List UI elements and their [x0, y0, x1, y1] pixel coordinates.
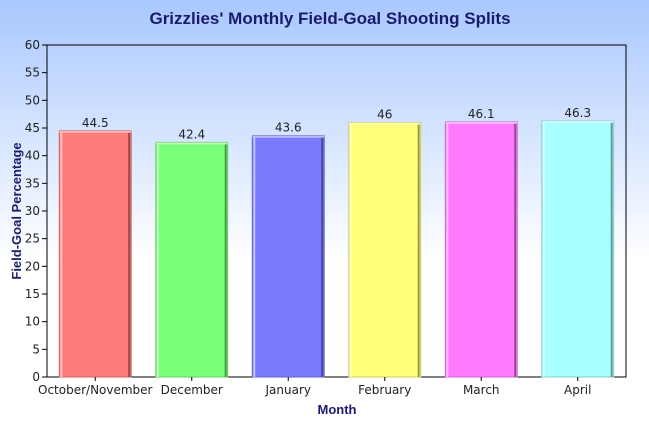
- y-axis-title: Field-Goal Percentage: [9, 142, 24, 279]
- bar-3: 43.6: [251, 121, 325, 378]
- bar-value-label: 46.3: [564, 106, 591, 120]
- x-tick-label: January: [265, 383, 312, 397]
- y-tick-label: 40: [25, 149, 40, 163]
- bars-group: 44.5 42.4 43.6 46 46.1 46.3: [58, 106, 615, 378]
- bar-value-label: 43.6: [275, 121, 302, 135]
- bar-rect: [155, 141, 229, 378]
- y-tick-label: 55: [25, 66, 40, 80]
- bar-rect: [541, 120, 615, 378]
- bar-4: 46: [348, 107, 422, 378]
- y-tick-label: 10: [25, 315, 40, 329]
- y-tick-label: 0: [32, 370, 40, 384]
- bar-rect: [348, 121, 422, 378]
- y-tick-label: 45: [25, 121, 40, 135]
- x-tick-label: October/November: [38, 383, 153, 397]
- y-tick-label: 50: [25, 93, 40, 107]
- bar-2: 42.4: [155, 127, 229, 378]
- y-tick-label: 5: [32, 342, 40, 356]
- x-tick-label: April: [564, 383, 591, 397]
- x-tick-label: March: [463, 383, 500, 397]
- bar-value-label: 46: [377, 107, 392, 121]
- x-axis: October/November December January February M…: [38, 377, 591, 397]
- y-tick-label: 35: [25, 176, 40, 190]
- y-tick-label: 60: [25, 38, 40, 52]
- y-axis: 0 5 10 15 20 25 30 35 40 45 50 55 60: [25, 38, 627, 384]
- chart-title: Grizzlies' Monthly Field-Goal Shooting S…: [149, 9, 510, 28]
- x-axis-title: Month: [318, 402, 357, 417]
- bar-value-label: 44.5: [82, 116, 109, 130]
- y-tick-label: 15: [25, 287, 40, 301]
- bar-value-label: 42.4: [178, 127, 205, 141]
- bar-5: 46.1: [444, 107, 518, 378]
- x-tick-label: February: [358, 383, 411, 397]
- bar-value-label: 46.1: [468, 107, 495, 121]
- x-tick-label: December: [161, 383, 223, 397]
- y-tick-label: 20: [25, 259, 40, 273]
- bar-1: 44.5: [58, 116, 132, 378]
- bar-6: 46.3: [541, 106, 615, 378]
- bar-rect: [444, 121, 518, 378]
- bar-rect: [251, 135, 325, 378]
- y-tick-label: 30: [25, 204, 40, 218]
- y-tick-label: 25: [25, 232, 40, 246]
- bar-rect: [58, 130, 132, 378]
